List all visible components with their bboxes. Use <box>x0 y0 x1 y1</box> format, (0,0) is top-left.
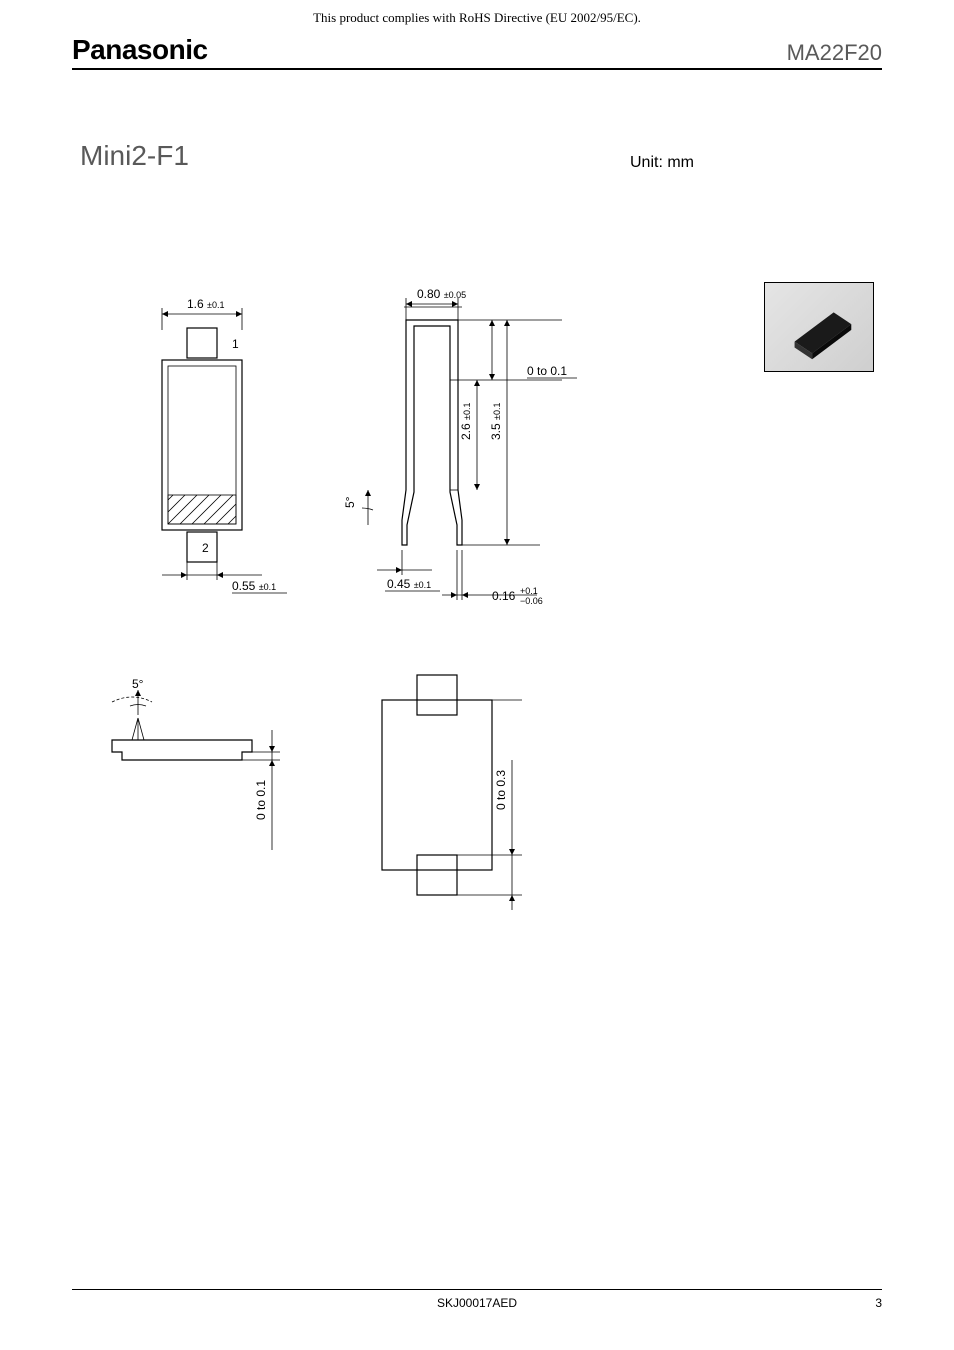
mechanical-drawings: 1.6 ±0.1 1 <box>72 270 882 990</box>
svg-text:2: 2 <box>202 541 209 555</box>
unit-label: Unit: mm <box>630 154 694 172</box>
page-number: 3 <box>875 1296 882 1310</box>
title-row: Mini2-F1 Unit: mm <box>72 140 882 172</box>
header: Panasonic MA22F20 <box>72 34 882 70</box>
svg-text:0 to 0.3: 0 to 0.3 <box>494 770 508 810</box>
part-number: MA22F20 <box>787 40 882 66</box>
footer: SKJ00017AED 3 <box>72 1289 882 1310</box>
svg-text:1.6 ±0.1: 1.6 ±0.1 <box>187 297 224 311</box>
package-title: Mini2-F1 <box>80 140 189 172</box>
bottom-view: 0 to 0.3 <box>382 675 522 910</box>
svg-text:−0.06: −0.06 <box>520 596 543 606</box>
svg-text:5°: 5° <box>343 496 357 508</box>
end-view: 5° 0 to 0.1 <box>112 677 280 850</box>
svg-text:2.6 ±0.1: 2.6 ±0.1 <box>459 403 473 440</box>
svg-text:0 to 0.1: 0 to 0.1 <box>254 780 268 820</box>
side-view: 0.80 ±0.05 0 to 0.1 2.6 ±0.1 <box>343 287 577 606</box>
top-view: 1.6 ±0.1 1 <box>162 297 287 593</box>
svg-text:0.80 ±0.05: 0.80 ±0.05 <box>417 287 466 301</box>
svg-text:3.5 ±0.1: 3.5 ±0.1 <box>489 403 503 440</box>
rohs-compliance: This product complies with RoHS Directiv… <box>72 0 882 26</box>
svg-text:0.16: 0.16 <box>492 589 516 603</box>
svg-text:0.55 ±0.1: 0.55 ±0.1 <box>232 579 276 593</box>
svg-text:1: 1 <box>232 337 239 351</box>
doc-number: SKJ00017AED <box>437 1296 517 1310</box>
svg-text:+0.1: +0.1 <box>520 586 538 596</box>
svg-text:5°: 5° <box>132 677 144 691</box>
svg-text:0.45 ±0.1: 0.45 ±0.1 <box>387 577 431 591</box>
svg-text:0 to 0.1: 0 to 0.1 <box>527 364 567 378</box>
brand-logo: Panasonic <box>72 34 208 66</box>
